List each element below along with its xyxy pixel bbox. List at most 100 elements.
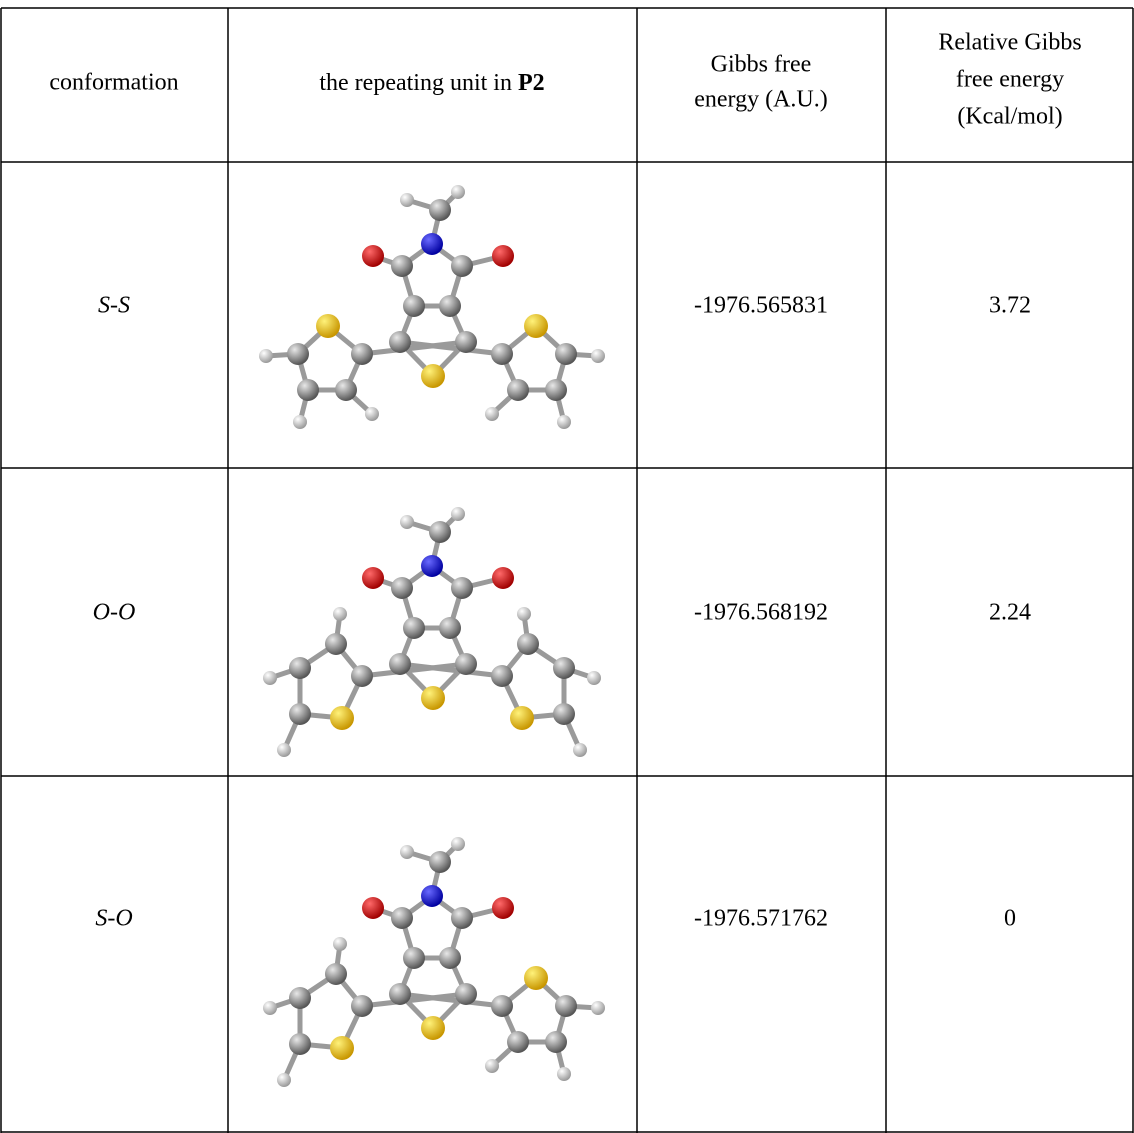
atom xyxy=(524,966,548,990)
atom xyxy=(573,743,587,757)
atom xyxy=(389,653,411,675)
atom xyxy=(524,314,548,338)
atom xyxy=(591,1001,605,1015)
atom xyxy=(587,671,601,685)
atom xyxy=(439,295,461,317)
header-text: the repeating unit in xyxy=(319,70,512,96)
atom xyxy=(557,415,571,429)
relative-cell: 2.24 xyxy=(989,600,1031,626)
atom xyxy=(365,407,379,421)
conformation-cell: O-O xyxy=(93,600,136,626)
atom xyxy=(455,653,477,675)
atom xyxy=(351,665,373,687)
atom xyxy=(351,343,373,365)
gibbs-cell: -1976.568192 xyxy=(694,600,828,626)
atom xyxy=(263,671,277,685)
atom xyxy=(287,343,309,365)
atom xyxy=(451,907,473,929)
atom xyxy=(389,983,411,1005)
atom xyxy=(400,193,414,207)
atom xyxy=(451,255,473,277)
header-line: energy (A.U.) xyxy=(694,87,828,113)
atom xyxy=(362,245,384,267)
atom xyxy=(421,885,443,907)
atom xyxy=(293,415,307,429)
atom xyxy=(429,521,451,543)
atom xyxy=(289,657,311,679)
atom xyxy=(325,963,347,985)
atom xyxy=(507,1031,529,1053)
atom xyxy=(591,349,605,363)
atom xyxy=(277,1073,291,1087)
atom xyxy=(289,987,311,1009)
atom xyxy=(403,947,425,969)
header-line: Gibbs free xyxy=(711,52,812,78)
atom xyxy=(391,907,413,929)
atom xyxy=(316,314,340,338)
atom xyxy=(557,1067,571,1081)
atom xyxy=(555,343,577,365)
conformation-cell: S-O xyxy=(95,906,132,932)
atom xyxy=(421,233,443,255)
relative-cell: 3.72 xyxy=(989,293,1031,319)
atom xyxy=(421,364,445,388)
atom xyxy=(391,577,413,599)
atom xyxy=(333,607,347,621)
atom xyxy=(439,617,461,639)
atom xyxy=(335,379,357,401)
atom xyxy=(545,379,567,401)
atom xyxy=(391,255,413,277)
atom xyxy=(492,897,514,919)
atom xyxy=(517,633,539,655)
atom xyxy=(517,607,531,621)
atom xyxy=(455,983,477,1005)
atom xyxy=(451,577,473,599)
atom xyxy=(289,703,311,725)
atom xyxy=(492,567,514,589)
atom xyxy=(429,199,451,221)
atom xyxy=(351,995,373,1017)
atom xyxy=(491,665,513,687)
atom xyxy=(403,295,425,317)
atom xyxy=(451,507,465,521)
gibbs-cell: -1976.565831 xyxy=(694,293,828,319)
header-cell: the repeating unit in P2 xyxy=(319,70,544,96)
atom xyxy=(553,657,575,679)
atom xyxy=(362,897,384,919)
atom xyxy=(421,1016,445,1040)
atom xyxy=(362,567,384,589)
header-line: Relative Gibbs xyxy=(938,30,1081,56)
header-cell: conformation xyxy=(49,70,178,96)
atom xyxy=(400,845,414,859)
atom xyxy=(289,1033,311,1055)
atom xyxy=(491,995,513,1017)
atom xyxy=(421,686,445,710)
header-line: (Kcal/mol) xyxy=(957,104,1062,130)
atom xyxy=(485,1059,499,1073)
atom xyxy=(389,331,411,353)
atom xyxy=(330,1036,354,1060)
table: conformation the repeating unit in P2 Gi… xyxy=(0,0,1134,1133)
atom xyxy=(507,379,529,401)
atom xyxy=(545,1031,567,1053)
atom xyxy=(492,245,514,267)
atom xyxy=(553,703,575,725)
atom xyxy=(429,851,451,873)
atom xyxy=(400,515,414,529)
atom xyxy=(439,947,461,969)
atom xyxy=(421,555,443,577)
atom xyxy=(259,349,273,363)
atom xyxy=(455,331,477,353)
header-bold: P2 xyxy=(518,70,545,96)
atom xyxy=(403,617,425,639)
atom xyxy=(451,185,465,199)
atom xyxy=(297,379,319,401)
atom xyxy=(277,743,291,757)
gibbs-cell: -1976.571762 xyxy=(694,906,828,932)
atom xyxy=(330,706,354,730)
relative-cell: 0 xyxy=(1004,906,1016,932)
atom xyxy=(491,343,513,365)
atom xyxy=(325,633,347,655)
table-grid xyxy=(1,8,1133,1133)
atom xyxy=(555,995,577,1017)
